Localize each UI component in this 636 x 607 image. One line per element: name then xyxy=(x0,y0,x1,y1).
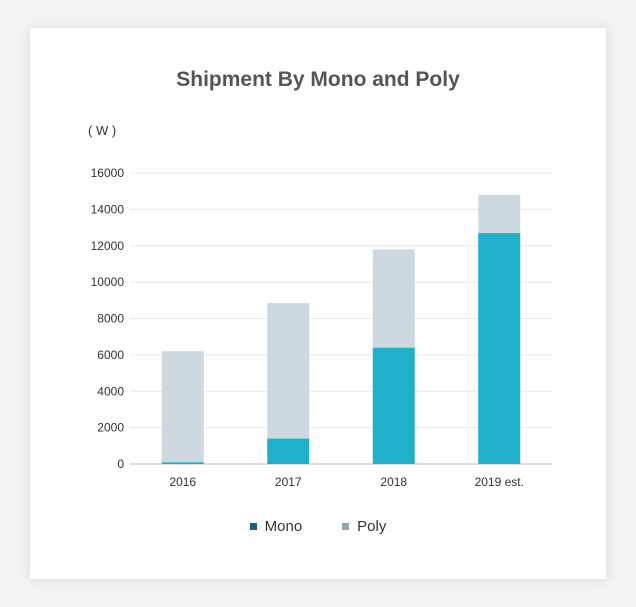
bar-poly-2018 xyxy=(372,249,415,348)
x-tick-label: 2018 xyxy=(380,475,407,489)
x-tick-label: 2017 xyxy=(275,475,302,489)
y-tick-label: 6000 xyxy=(97,348,124,362)
y-tick-label: 2000 xyxy=(97,421,124,435)
legend-item-mono: Mono xyxy=(249,518,303,535)
chart-title: Shipment By Mono and Poly xyxy=(176,68,460,91)
chart-legend: Mono Poly xyxy=(30,518,606,535)
chart-card: Shipment By Mono and Poly ( W ) 0 2000 400… xyxy=(30,28,606,579)
legend-item-poly: Poly xyxy=(342,518,386,535)
y-tick-label: 16000 xyxy=(91,166,125,180)
bar-poly-2016 xyxy=(161,351,204,463)
chart-plot-area: 0 2000 4000 6000 8000 10000 12000 14000 16000 20… xyxy=(91,166,552,489)
y-axis-unit-label: ( W ) xyxy=(88,123,117,138)
bar-mono-2019-est- xyxy=(478,233,521,464)
bar-mono-2018 xyxy=(372,347,415,464)
legend-label-poly: Poly xyxy=(357,518,387,535)
y-tick-label: 14000 xyxy=(91,202,125,216)
y-tick-label: 0 xyxy=(117,457,124,471)
y-tick-label: 4000 xyxy=(97,384,124,398)
bar-poly-2017 xyxy=(267,303,310,439)
bar-poly-2019-est- xyxy=(478,194,521,234)
y-tick-label: 8000 xyxy=(97,312,124,326)
legend-swatch-mono xyxy=(249,523,257,530)
bar-mono-2017 xyxy=(267,438,310,464)
x-tick-label: 2019 est. xyxy=(475,475,524,489)
bar-mono-2016 xyxy=(161,462,204,464)
y-tick-label: 10000 xyxy=(91,275,125,289)
legend-swatch-poly xyxy=(342,523,350,530)
y-tick-label: 12000 xyxy=(91,239,125,253)
legend-label-mono: Mono xyxy=(264,518,303,535)
x-tick-label: 2016 xyxy=(169,475,196,489)
